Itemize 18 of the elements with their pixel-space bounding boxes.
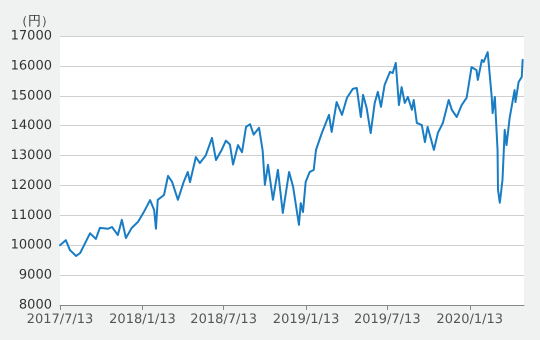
x-tick-label: 2019/1/13 bbox=[272, 312, 340, 327]
y-tick-label: 11000 bbox=[10, 208, 52, 223]
y-tick-label: 16000 bbox=[10, 58, 52, 74]
x-tick-label: 2018/1/13 bbox=[109, 312, 176, 327]
y-axis-title: （円） bbox=[15, 14, 54, 29]
y-tick-label: 15000 bbox=[10, 88, 52, 104]
y-tick-label: 13000 bbox=[10, 148, 52, 164]
y-tick-label: 17000 bbox=[10, 28, 52, 44]
line-series bbox=[59, 51, 524, 257]
y-tick-label: 12000 bbox=[10, 178, 52, 193]
y-tick-label: 9000 bbox=[18, 268, 52, 283]
x-tick-label: 2019/7/13 bbox=[354, 312, 421, 327]
x-tick-label: 2018/7/13 bbox=[190, 312, 257, 327]
x-tick-label: 2020/1/13 bbox=[436, 312, 504, 327]
y-tick-label: 10000 bbox=[10, 238, 52, 253]
y-tick-label: 8000 bbox=[18, 298, 52, 312]
x-tick-label: 2017/7/13 bbox=[26, 312, 94, 327]
y-tick-label: 14000 bbox=[10, 118, 52, 134]
